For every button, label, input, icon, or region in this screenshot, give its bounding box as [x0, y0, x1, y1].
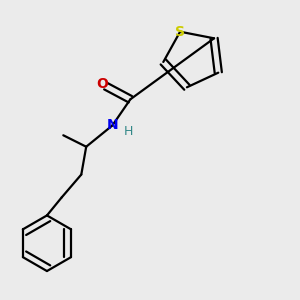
Text: O: O [97, 76, 109, 91]
Text: S: S [175, 25, 185, 39]
Text: N: N [106, 118, 118, 133]
Text: H: H [124, 124, 134, 137]
